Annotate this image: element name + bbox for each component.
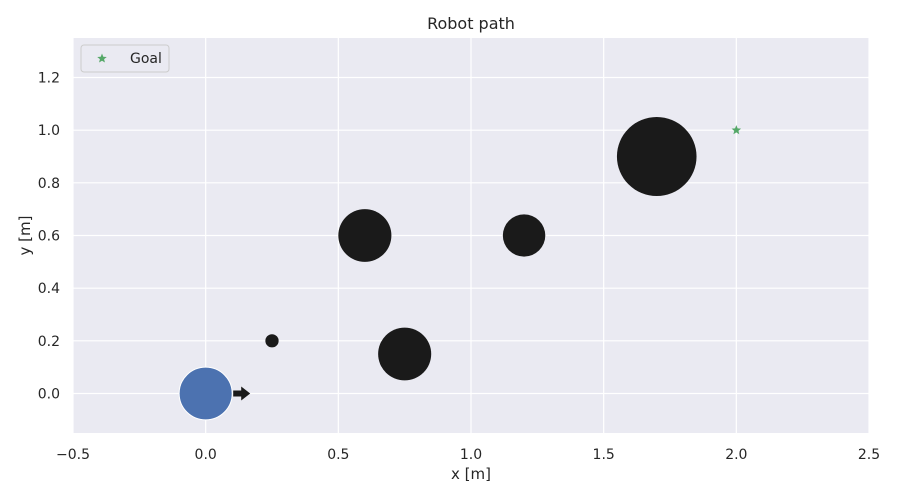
legend: Goal bbox=[80, 44, 170, 73]
x-tick-label: 1.5 bbox=[593, 447, 615, 463]
y-tick-label: 1.0 bbox=[38, 123, 60, 139]
y-tick-label: 0.6 bbox=[38, 229, 60, 245]
goal-marker bbox=[731, 125, 742, 135]
legend-goal-label: Goal bbox=[130, 51, 162, 67]
robot bbox=[178, 366, 251, 421]
obstacle bbox=[616, 117, 697, 196]
y-tick-label: 0.8 bbox=[38, 176, 60, 192]
obstacles bbox=[265, 117, 697, 381]
chart-title: Robot path bbox=[427, 14, 515, 33]
goal bbox=[731, 125, 742, 135]
x-axis-label: x [m] bbox=[451, 465, 491, 483]
x-tick-label: 1.0 bbox=[460, 447, 482, 463]
x-tick-label: 0.5 bbox=[327, 447, 349, 463]
obstacle bbox=[378, 327, 432, 381]
y-tick-label: 0.4 bbox=[38, 281, 60, 297]
legend-box bbox=[80, 44, 170, 73]
x-tick-label: 0.0 bbox=[195, 447, 217, 463]
obstacle bbox=[502, 214, 546, 257]
robot-body bbox=[178, 366, 233, 421]
y-tick-label: 1.2 bbox=[38, 71, 60, 87]
x-tick-labels: −0.5 0.0 0.5 1.0 1.5 2.0 2.5 bbox=[56, 447, 880, 463]
obstacle bbox=[338, 209, 392, 262]
y-tick-label: 0.2 bbox=[38, 334, 60, 350]
obstacle bbox=[265, 334, 279, 348]
x-tick-label: 2.0 bbox=[725, 447, 747, 463]
x-tick-label: −0.5 bbox=[56, 447, 90, 463]
legend-goal-marker bbox=[97, 53, 107, 63]
y-tick-labels: 0.0 0.2 0.4 0.6 0.8 1.0 1.2 bbox=[38, 71, 60, 403]
robot-heading-arrow bbox=[233, 386, 251, 401]
x-tick-label: 2.5 bbox=[858, 447, 880, 463]
y-tick-label: 0.0 bbox=[38, 387, 60, 403]
y-axis-label: y [m] bbox=[16, 216, 34, 256]
